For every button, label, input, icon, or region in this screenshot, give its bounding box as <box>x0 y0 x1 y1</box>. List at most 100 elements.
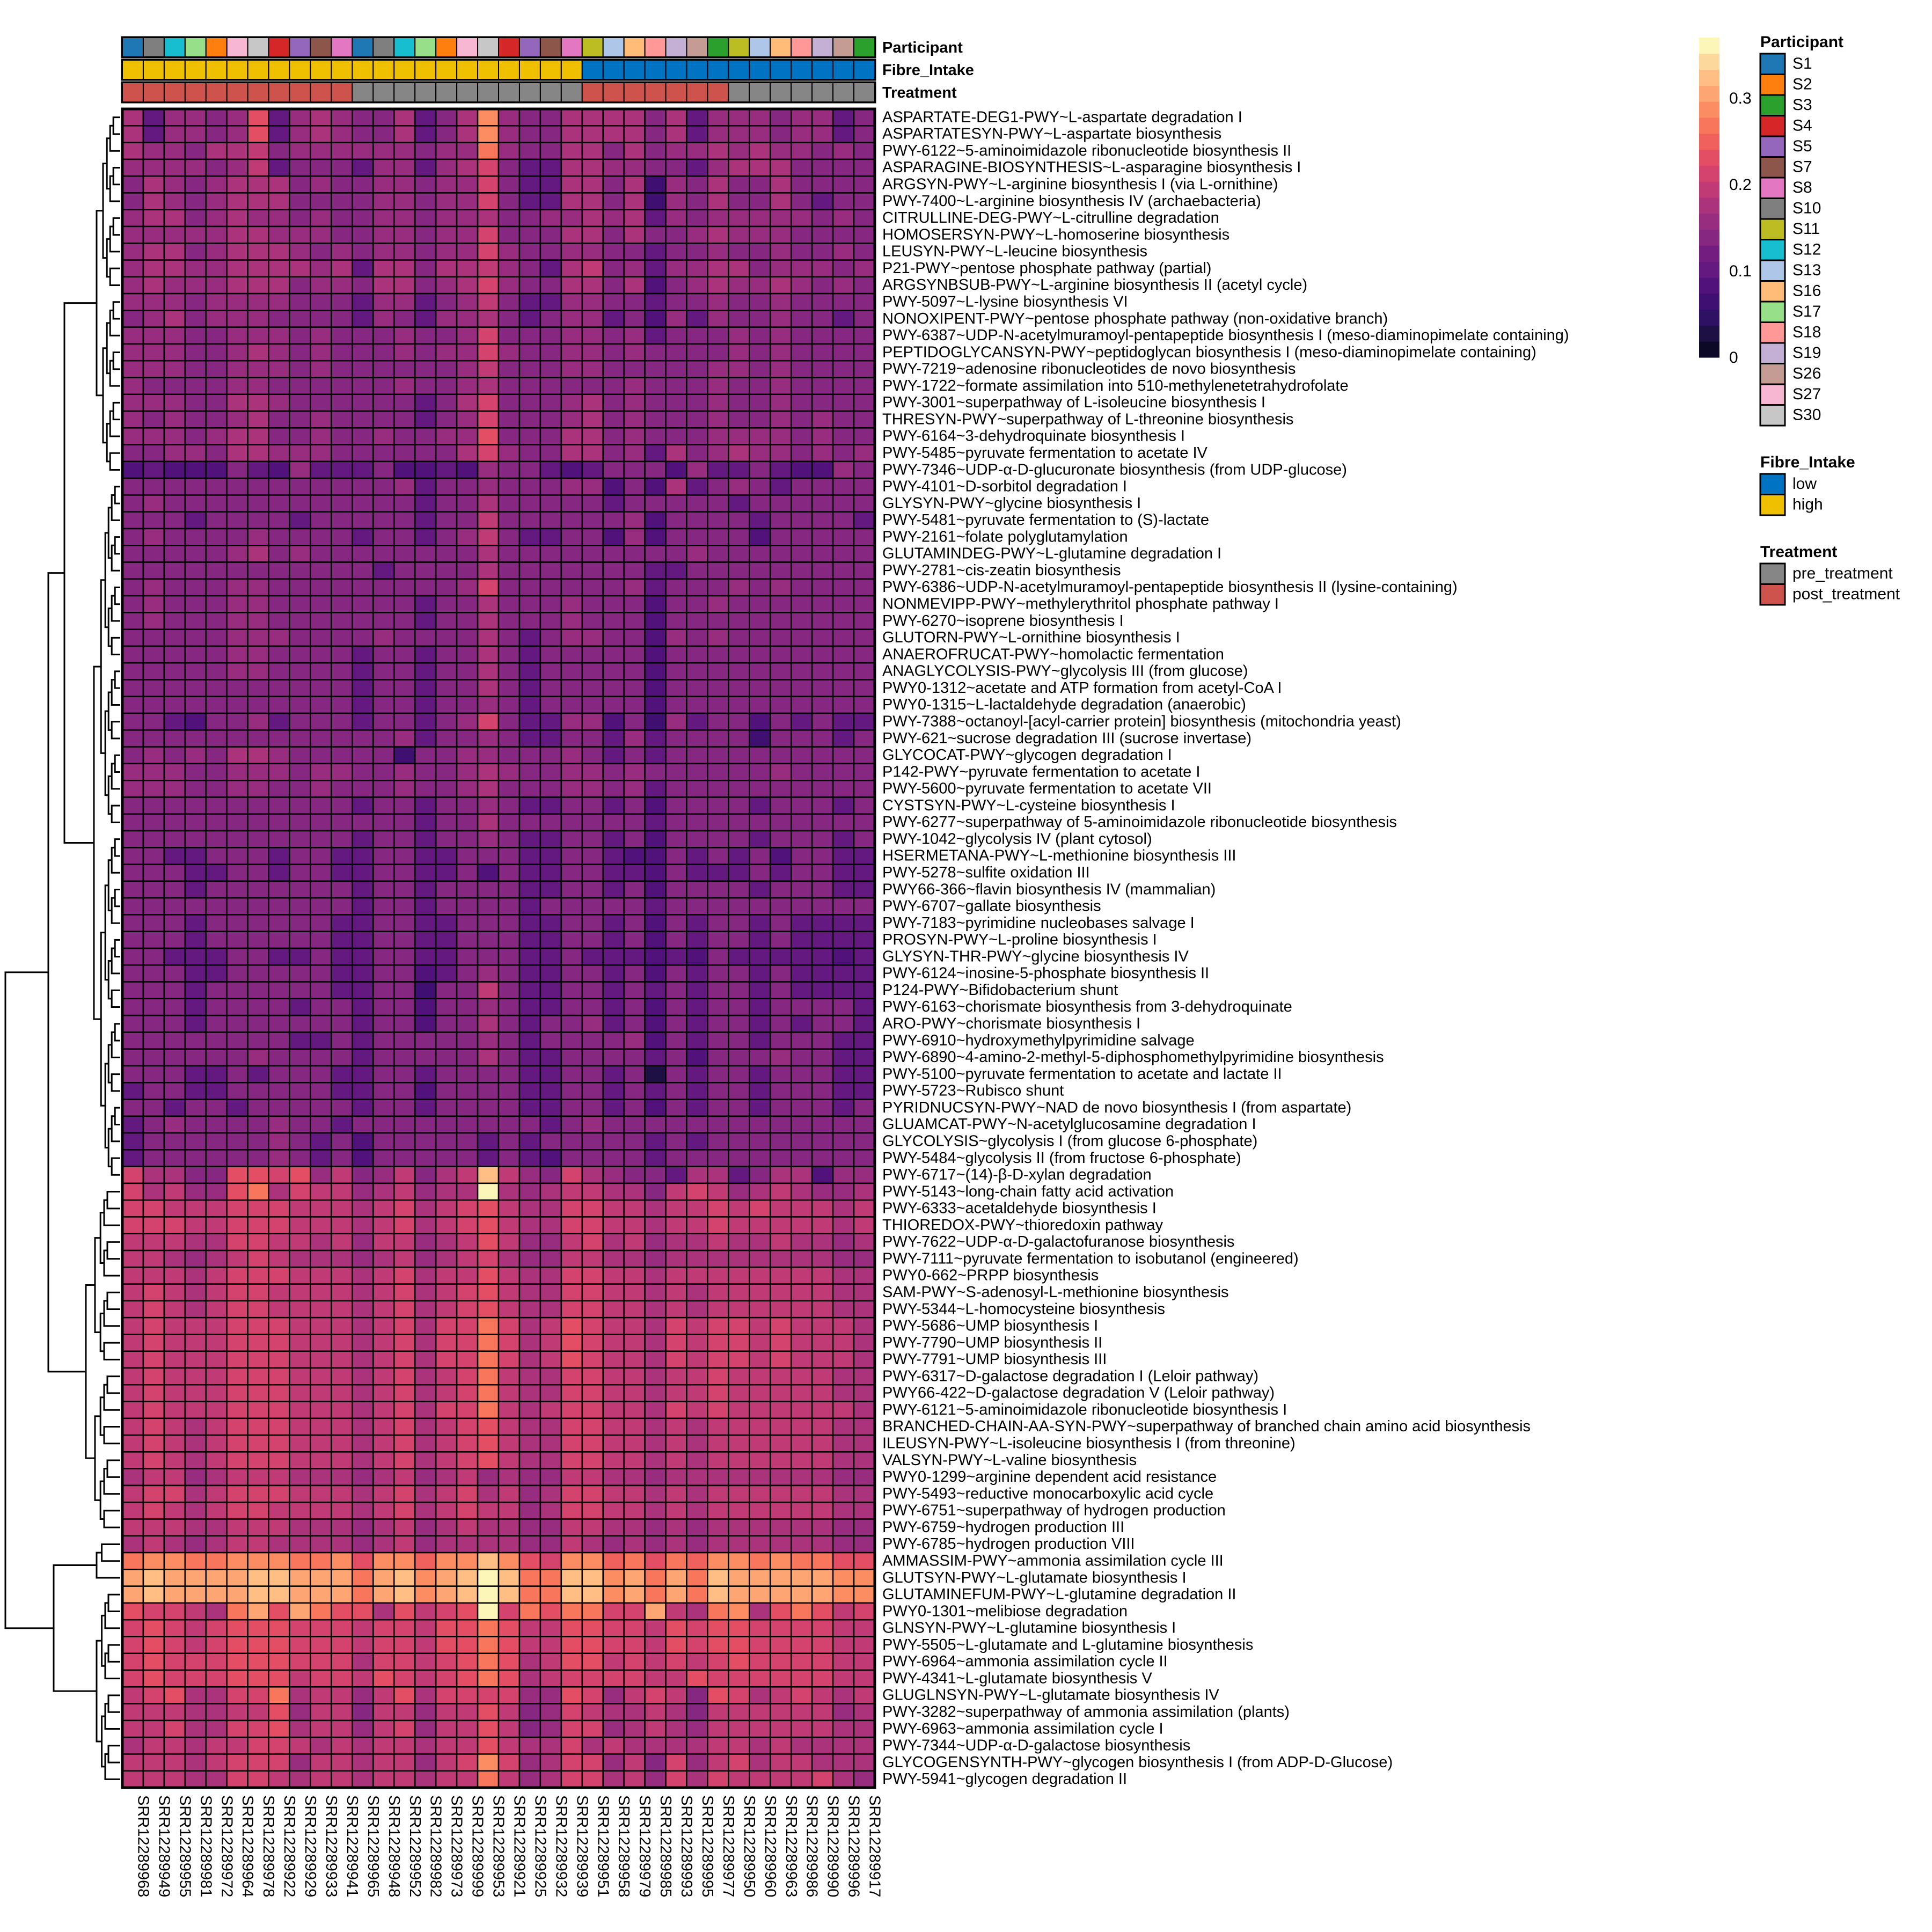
heatmap-cell <box>728 1652 750 1671</box>
heatmap-cell <box>581 1182 604 1201</box>
heatmap-cell <box>184 1350 207 1369</box>
heatmap-cell <box>707 192 729 210</box>
heatmap-cell <box>665 1199 687 1218</box>
heatmap-cell <box>853 914 876 932</box>
heatmap-cell <box>749 1267 771 1285</box>
heatmap-cell <box>770 779 792 798</box>
heatmap-cell <box>749 444 771 463</box>
heatmap-cell <box>832 847 855 865</box>
heatmap-cell <box>289 1652 311 1671</box>
heatmap-cell <box>686 612 708 630</box>
heatmap-cell <box>518 1518 541 1537</box>
heatmap-cell <box>644 1065 667 1084</box>
heatmap-cell <box>539 1552 562 1570</box>
row-label: GLUTORN-PWY~L-ornithine biosynthesis I <box>882 629 1180 646</box>
heatmap-cell <box>247 427 269 445</box>
heatmap-cell <box>790 830 813 848</box>
legend-label: S17 <box>1792 303 1821 320</box>
heatmap-cell <box>665 729 687 748</box>
heatmap-cell <box>352 1048 374 1067</box>
heatmap-cell <box>560 444 583 463</box>
heatmap-cell <box>539 1132 562 1151</box>
heatmap-cell <box>853 1149 876 1167</box>
heatmap-cell <box>456 1468 479 1487</box>
heatmap-cell <box>539 1652 562 1671</box>
heatmap-cell <box>602 1736 625 1755</box>
heatmap-cell <box>497 343 521 362</box>
dendrogram-branch <box>112 401 120 421</box>
heatmap-cell <box>560 1350 583 1369</box>
heatmap-cell <box>142 242 165 261</box>
heatmap-cell <box>247 1132 269 1151</box>
heatmap-cell <box>121 1166 144 1184</box>
row-label: NONMEVIPP-PWY~methylerythritol phosphate… <box>882 596 1279 613</box>
annotation-cell <box>205 82 228 103</box>
heatmap-cell <box>602 1468 625 1487</box>
heatmap-cell <box>832 1316 855 1335</box>
heatmap-cell <box>226 1115 248 1134</box>
heatmap-cell <box>832 125 855 143</box>
heatmap-cell <box>393 1770 416 1789</box>
dendrogram-branch <box>111 494 120 521</box>
heatmap-cell <box>665 1736 687 1755</box>
heatmap-cell <box>372 679 395 698</box>
heatmap-cell <box>832 1334 855 1352</box>
heatmap-cell <box>247 763 269 781</box>
heatmap-cell <box>310 427 332 445</box>
heatmap-cell <box>205 444 228 463</box>
annotation-cell <box>477 60 499 80</box>
heatmap-cell <box>331 578 353 597</box>
heatmap-cell <box>268 1334 290 1352</box>
heatmap-cell <box>707 326 729 345</box>
heatmap-cell <box>560 1501 583 1520</box>
heatmap-cell <box>247 1367 269 1386</box>
heatmap-cell <box>644 1451 667 1469</box>
heatmap-cell <box>205 1384 228 1402</box>
heatmap-cell <box>497 142 521 160</box>
heatmap-cell <box>665 494 687 513</box>
heatmap-cell <box>142 360 165 378</box>
heatmap-cell <box>581 729 604 748</box>
heatmap-cell <box>414 360 437 378</box>
annotation-cell <box>791 60 813 80</box>
heatmap-cell <box>707 1736 729 1755</box>
heatmap-cell <box>644 1484 667 1503</box>
heatmap-cell <box>247 1283 269 1302</box>
heatmap-cell <box>602 679 625 698</box>
heatmap-cell <box>770 1535 792 1554</box>
heatmap-cell <box>665 1233 687 1252</box>
heatmap-cell <box>811 494 834 513</box>
heatmap-cell <box>581 1031 604 1050</box>
heatmap-cell <box>581 1451 604 1469</box>
heatmap-cell <box>518 1099 541 1117</box>
heatmap-cell <box>686 444 708 463</box>
heatmap-cell <box>121 1099 144 1117</box>
heatmap-cell <box>728 1569 750 1587</box>
heatmap-cell <box>393 292 416 311</box>
heatmap-cell <box>560 1686 583 1704</box>
heatmap-cell <box>686 998 708 1016</box>
heatmap-cell <box>477 1753 500 1772</box>
heatmap-cell <box>121 427 144 445</box>
heatmap-cell <box>832 1166 855 1184</box>
heatmap-cell <box>581 947 604 966</box>
heatmap-cell <box>310 696 332 714</box>
heatmap-cell <box>226 158 248 177</box>
heatmap-cell <box>414 1182 437 1201</box>
heatmap-cell <box>518 477 541 496</box>
heatmap-cell <box>226 1585 248 1604</box>
heatmap-cell <box>163 1014 186 1033</box>
heatmap-cell <box>707 1636 729 1655</box>
heatmap-cell <box>560 1334 583 1352</box>
heatmap-cell <box>477 1115 500 1134</box>
column-label: SRR12289963 <box>782 1795 800 1897</box>
heatmap-cell <box>289 1267 311 1285</box>
heatmap-cell <box>749 1501 771 1520</box>
heatmap-cell <box>728 1182 750 1201</box>
annotation-cell <box>539 60 562 80</box>
heatmap-cell <box>853 1401 876 1419</box>
heatmap-cell <box>728 494 750 513</box>
heatmap-cell <box>770 310 792 328</box>
heatmap-cell <box>665 578 687 597</box>
heatmap-cell <box>581 813 604 832</box>
